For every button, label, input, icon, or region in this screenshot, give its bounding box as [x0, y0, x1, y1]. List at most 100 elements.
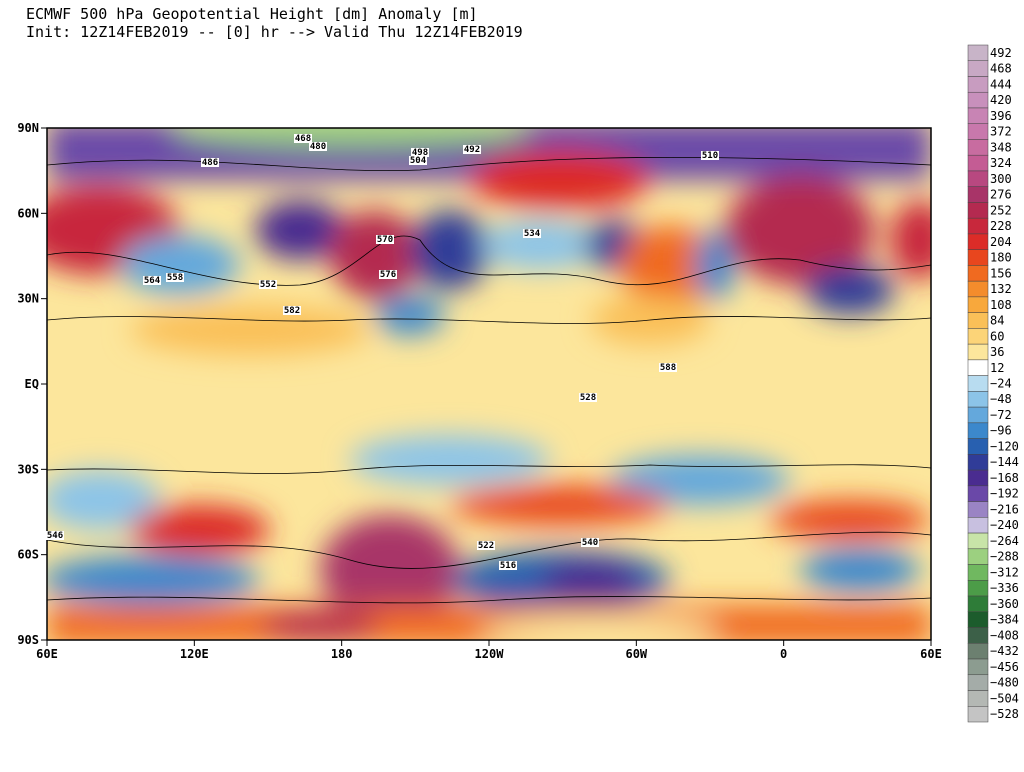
lat-label: 30S: [17, 462, 39, 476]
colorbar-swatch: [967, 359, 989, 376]
colorbar-swatch: [967, 485, 989, 502]
colorbar-label: −168: [990, 471, 1019, 485]
contour-label: 540: [582, 538, 598, 548]
colorbar-swatch: [967, 658, 989, 676]
lat-label: EQ: [25, 377, 39, 391]
colorbar-swatch: [967, 422, 989, 439]
colorbar-label: 468: [990, 62, 1012, 76]
colorbar-label: 156: [990, 266, 1012, 280]
contour-label: 534: [524, 229, 541, 239]
contour-label: 516: [500, 561, 516, 571]
colorbar-label: −24: [990, 377, 1012, 391]
colorbar-swatch: [967, 76, 989, 93]
contour-label-bg: [411, 148, 429, 157]
colorbar-label: −144: [990, 455, 1019, 469]
colorbar-swatch: [967, 674, 989, 691]
colorbar-swatch: [967, 170, 989, 187]
colorbar-label: −312: [990, 565, 1019, 579]
contour-label-bg: [701, 151, 719, 160]
colorbar-label: 348: [990, 140, 1012, 154]
colorbar-label: 372: [990, 125, 1012, 139]
colorbar-label: 132: [990, 282, 1012, 296]
lat-label: 30N: [17, 292, 39, 306]
colorbar-label: −288: [990, 550, 1019, 564]
contour-label-bg: [201, 158, 219, 167]
colorbar-label: 420: [990, 93, 1012, 107]
colorbar-label: −72: [990, 408, 1012, 422]
contour-label-bg: [259, 280, 277, 289]
colorbar-swatch: [967, 123, 989, 140]
colorbar-label: −528: [990, 707, 1019, 721]
colorbar-label: −456: [990, 660, 1019, 674]
contour-label: 504: [410, 156, 427, 166]
colorbar-label: −240: [990, 518, 1019, 532]
contour-label-bg: [409, 156, 427, 165]
contour-label-bg: [477, 541, 495, 550]
colorbar-label: −216: [990, 502, 1019, 516]
colorbar-label: −360: [990, 597, 1019, 611]
contour-label-bg: [166, 273, 184, 282]
colorbar-label: 12: [990, 361, 1004, 375]
colorbar-label: 492: [990, 46, 1012, 60]
colorbar-swatch: [967, 186, 989, 203]
colorbar-label: −408: [990, 628, 1019, 642]
lon-label: 180: [331, 647, 353, 661]
colorbar-label: −192: [990, 487, 1019, 501]
contour-label-bg: [523, 229, 541, 238]
lat-label: 90S: [17, 633, 39, 647]
contour-label-bg: [463, 145, 481, 154]
contour-label-bg: [283, 306, 301, 315]
colorbar-swatch: [967, 706, 989, 723]
lon-label: 120E: [180, 647, 209, 661]
contour-label-bg: [294, 134, 312, 143]
colorbar-swatch: [967, 611, 989, 628]
contour-label-bg: [659, 363, 677, 372]
colorbar-swatch: [967, 202, 989, 219]
colorbar-swatch: [967, 296, 989, 313]
contour-label-bg: [579, 393, 597, 402]
anomaly-blobs: [47, 128, 931, 640]
colorbar-label: 180: [990, 251, 1012, 265]
colorbar-label: 444: [990, 77, 1012, 91]
colorbar-swatch: [967, 280, 989, 298]
lon-label: 60E: [36, 647, 58, 661]
contour-label: 558: [167, 273, 183, 283]
contour-label: 546: [47, 531, 63, 541]
lat-label: 60N: [17, 206, 39, 220]
colorbar-swatch: [967, 454, 989, 471]
colorbar-label: 60: [990, 329, 1004, 343]
colorbar-label: 108: [990, 298, 1012, 312]
colorbar-label: 396: [990, 109, 1012, 123]
colorbar-label: −48: [990, 392, 1012, 406]
colorbar-swatch: [967, 375, 989, 392]
colorbar-label: 252: [990, 203, 1012, 217]
colorbar-swatch: [967, 564, 989, 581]
colorbar-label: −504: [990, 691, 1019, 705]
contour-label: 498: [412, 148, 428, 158]
contour-label-bg: [309, 142, 327, 151]
colorbar-swatch: [967, 249, 989, 266]
colorbar-swatch: [967, 139, 989, 156]
lon-label: 120W: [475, 647, 505, 661]
contour-label: 582: [284, 306, 300, 316]
colorbar-swatch: [967, 438, 989, 455]
colorbar-label: −96: [990, 424, 1012, 438]
colorbar-swatch: [967, 517, 989, 534]
colorbar-swatch: [967, 328, 989, 345]
colorbar-label: −120: [990, 439, 1019, 453]
colorbar-swatch: [967, 217, 989, 235]
colorbar-swatch: [967, 60, 989, 77]
contour-label: 522: [478, 541, 494, 551]
contour-label: 468: [295, 134, 311, 144]
contour-label: 570: [377, 235, 393, 245]
contour-label-bg: [499, 561, 517, 570]
colorbar-swatch: [967, 233, 989, 250]
colorbar-swatch: [967, 501, 989, 518]
colorbar-swatch: [967, 595, 989, 613]
lon-label: 0: [780, 647, 787, 661]
colorbar-swatch: [967, 627, 989, 644]
colorbar-label: −432: [990, 644, 1019, 658]
colorbar-swatch: [967, 690, 989, 707]
